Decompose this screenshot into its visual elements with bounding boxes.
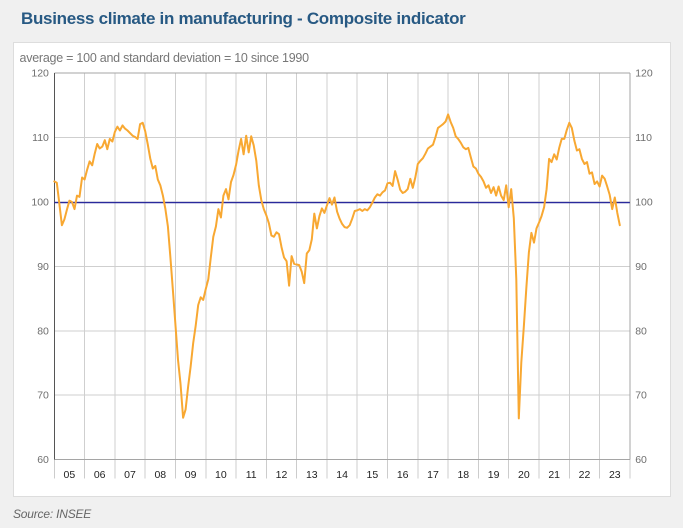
svg-text:110: 110 bbox=[635, 132, 652, 144]
svg-text:90: 90 bbox=[37, 261, 49, 273]
svg-text:19: 19 bbox=[488, 469, 500, 481]
svg-text:22: 22 bbox=[579, 469, 591, 481]
svg-text:10: 10 bbox=[215, 469, 227, 481]
svg-text:70: 70 bbox=[37, 390, 49, 402]
svg-text:60: 60 bbox=[37, 454, 49, 466]
svg-text:average = 100 and standard dev: average = 100 and standard deviation = 1… bbox=[20, 51, 310, 65]
svg-text:17: 17 bbox=[427, 469, 439, 481]
svg-text:80: 80 bbox=[635, 325, 647, 337]
svg-text:80: 80 bbox=[37, 325, 49, 337]
svg-text:12: 12 bbox=[276, 469, 288, 481]
svg-text:21: 21 bbox=[548, 469, 560, 481]
svg-text:15: 15 bbox=[367, 469, 379, 481]
svg-text:120: 120 bbox=[31, 68, 49, 80]
svg-text:120: 120 bbox=[635, 68, 653, 80]
svg-text:100: 100 bbox=[635, 197, 653, 209]
svg-text:08: 08 bbox=[154, 469, 166, 481]
svg-text:90: 90 bbox=[635, 261, 647, 273]
svg-text:11: 11 bbox=[246, 469, 257, 481]
svg-text:20: 20 bbox=[518, 469, 530, 481]
svg-text:110: 110 bbox=[32, 132, 49, 144]
svg-text:60: 60 bbox=[635, 454, 647, 466]
svg-text:16: 16 bbox=[397, 469, 409, 481]
svg-text:70: 70 bbox=[635, 390, 647, 402]
svg-text:07: 07 bbox=[124, 469, 136, 481]
svg-text:18: 18 bbox=[457, 469, 469, 481]
svg-text:13: 13 bbox=[306, 469, 318, 481]
svg-text:06: 06 bbox=[94, 469, 106, 481]
svg-text:05: 05 bbox=[64, 469, 76, 481]
svg-text:100: 100 bbox=[31, 197, 49, 209]
svg-text:09: 09 bbox=[185, 469, 197, 481]
svg-text:14: 14 bbox=[336, 469, 348, 481]
svg-text:23: 23 bbox=[609, 469, 621, 481]
